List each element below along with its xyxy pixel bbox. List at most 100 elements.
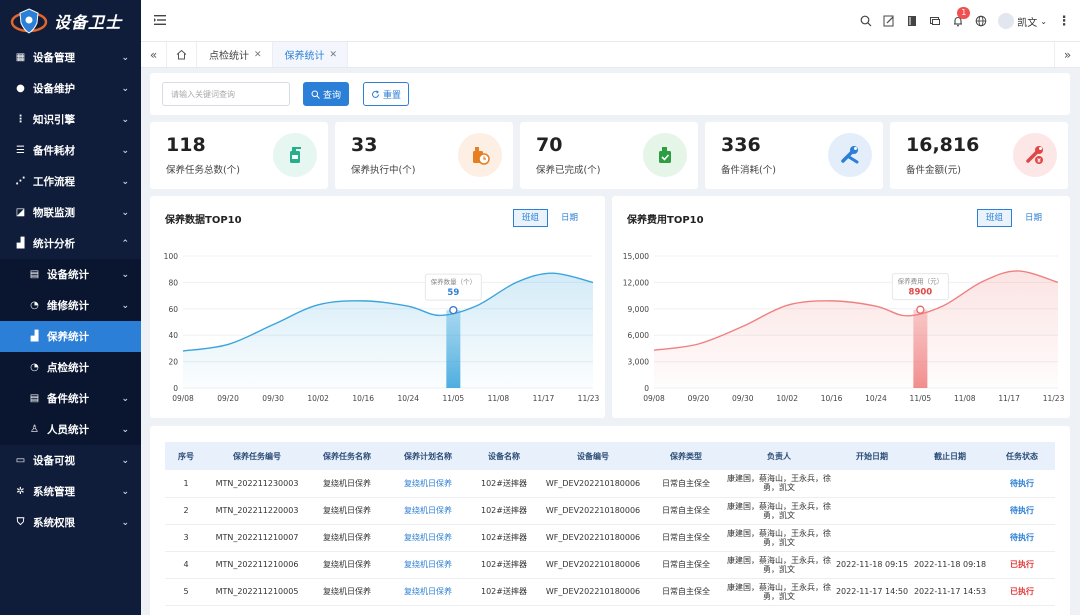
tab-label: 点检统计 bbox=[209, 51, 249, 62]
home-icon[interactable] bbox=[167, 42, 197, 67]
sidebar-item-14[interactable]: ✲ 系统管理 ⌄ bbox=[0, 476, 141, 507]
y-tick-label: 6,000 bbox=[628, 331, 650, 340]
table-row[interactable]: 1 MTN_202211230003 复绕机日保养 复绕机日保养 102#送摔器 WF_D… bbox=[165, 470, 1055, 498]
book-icon[interactable] bbox=[906, 15, 918, 27]
table-header-cell: 设备名称 bbox=[469, 442, 539, 470]
table-cell: WF_DEV202210180006 bbox=[539, 470, 647, 498]
close-icon[interactable]: ✕ bbox=[329, 49, 338, 60]
table-cell[interactable]: 复绕机日保养 bbox=[387, 578, 469, 606]
edit-icon[interactable] bbox=[883, 15, 895, 27]
tooltip-label: 保养数量（个） bbox=[431, 277, 477, 286]
chevron-down-icon: ⌄ bbox=[121, 517, 129, 528]
search-icon[interactable] bbox=[860, 15, 872, 27]
tabs-scroll-right-icon[interactable]: » bbox=[1054, 42, 1080, 67]
sidebar-item-7[interactable]: ▤ 设备统计 ⌄ bbox=[0, 259, 141, 290]
more-vertical-icon[interactable]: ⋮ bbox=[1057, 13, 1071, 29]
chart-panel-maintenance-cost: 保养费用TOP10 班组 日期 0 3,000 6,000 9,000 12,000 15… bbox=[612, 196, 1070, 418]
table-cell: MTN_202211220003 bbox=[207, 497, 307, 525]
reset-label: 重置 bbox=[382, 90, 401, 101]
table-cell: 复绕机日保养 bbox=[307, 497, 387, 525]
stat-label: 保养已完成(个) bbox=[536, 165, 601, 176]
segment-date-button[interactable]: 日期 bbox=[1025, 213, 1043, 223]
user-menu[interactable]: 凯文 ⌄ bbox=[998, 13, 1047, 29]
user-name: 凯文 bbox=[1017, 17, 1038, 29]
grid-icon: ▦ bbox=[15, 52, 26, 63]
sidebar-item-10[interactable]: ◔ 点检统计 bbox=[0, 352, 141, 383]
gear-icon: ✲ bbox=[16, 486, 25, 497]
bell-icon[interactable]: 1 bbox=[952, 7, 971, 27]
sidebar-item-2[interactable]: ⋮ 知识引擎 ⌄ bbox=[0, 104, 141, 135]
tabs-scroll-left-icon[interactable]: « bbox=[141, 42, 167, 67]
tab-maintenance-stats[interactable]: 保养统计 ✕ bbox=[272, 42, 349, 67]
stat-value: 118 bbox=[166, 134, 206, 156]
chevron-down-icon: ⌄ bbox=[121, 424, 129, 435]
message-icon[interactable] bbox=[929, 15, 941, 27]
chevron-down-icon: ⌄ bbox=[121, 145, 129, 156]
tab-inspection-stats[interactable]: 点检统计 ✕ bbox=[197, 42, 273, 67]
x-tick-label: 11/08 bbox=[488, 394, 510, 403]
chevron-down-icon: ⌄ bbox=[121, 83, 129, 94]
stat-card-4: 16,816 备件金额(元) bbox=[890, 122, 1068, 189]
sidebar-item-6[interactable]: ▟ 统计分析 ⌃ bbox=[0, 228, 141, 259]
globe-icon[interactable] bbox=[975, 15, 987, 27]
x-tick-label: 10/16 bbox=[352, 394, 374, 403]
table-cell: 日常自主保全 bbox=[647, 470, 725, 498]
segment-date-button[interactable]: 日期 bbox=[561, 213, 579, 223]
sidebar-item-1[interactable]: ● 设备维护 ⌄ bbox=[0, 73, 141, 104]
sidebar-item-15[interactable]: ⛉ 系统权限 ⌄ bbox=[0, 507, 141, 538]
query-button[interactable]: 查询 bbox=[303, 82, 349, 106]
table-header-row: 序号 保养任务编号 保养任务名称 保养计划名称 设备名称 设备编号 保养类型 负责人 开始日期截… bbox=[165, 442, 1055, 470]
document-icon: ▤ bbox=[29, 269, 40, 280]
table-row[interactable]: 2 MTN_202211220003 复绕机日保养 复绕机日保养 102#送摔器 WF_D… bbox=[165, 497, 1055, 525]
sidebar-item-9[interactable]: ▟ 保养统计 bbox=[0, 321, 141, 352]
table-cell[interactable]: 复绕机日保养 bbox=[387, 470, 469, 498]
table-row[interactable]: 4 MTN_202211210006 复绕机日保养 复绕机日保养 102#送摔器 WF_D… bbox=[165, 551, 1055, 579]
chevron-down-icon: ⌄ bbox=[121, 207, 129, 218]
sidebar-item-5[interactable]: ◪ 物联监测 ⌄ bbox=[0, 197, 141, 228]
table-cell[interactable]: 复绕机日保养 bbox=[387, 551, 469, 579]
sidebar-item-8[interactable]: ◔ 维修统计 ⌄ bbox=[0, 290, 141, 321]
sidebar-item-label: 设备管理 bbox=[33, 52, 75, 64]
menu-toggle-icon[interactable] bbox=[153, 13, 167, 27]
table-cell: 复绕机日保养 bbox=[307, 578, 387, 606]
segment-team-button[interactable]: 班组 bbox=[977, 209, 1013, 227]
pie-icon: ◔ bbox=[30, 362, 39, 373]
table-cell: 102#送摔器 bbox=[469, 551, 539, 579]
table-cell bbox=[911, 470, 989, 498]
sidebar-item-3[interactable]: ☰ 备件耗材 ⌄ bbox=[0, 135, 141, 166]
stat-label: 保养任务总数(个) bbox=[166, 165, 240, 176]
table-row[interactable]: 5 MTN_202211210005 复绕机日保养 复绕机日保养 102#送摔器 WF_D… bbox=[165, 578, 1055, 606]
close-icon[interactable]: ✕ bbox=[254, 49, 262, 60]
stat-card-3: 336 备件消耗(个) bbox=[705, 122, 883, 189]
table-cell: 2 bbox=[165, 497, 207, 525]
x-tick-label: 11/05 bbox=[910, 394, 932, 403]
table-cell: 2022-11-17 14:50 bbox=[833, 578, 911, 606]
sidebar-item-13[interactable]: ▭ 设备可视 ⌄ bbox=[0, 445, 141, 476]
search-panel: 查询 重置 bbox=[150, 73, 1070, 115]
sidebar-item-label: 系统权限 bbox=[33, 517, 75, 529]
sidebar-item-4[interactable]: ⋰ 工作流程 ⌄ bbox=[0, 166, 141, 197]
x-tick-label: 10/24 bbox=[865, 394, 887, 403]
chevron-down-icon: ⌄ bbox=[121, 393, 129, 404]
y-tick-label: 0 bbox=[644, 384, 649, 393]
table-cell: WF_DEV202210180006 bbox=[539, 551, 647, 579]
y-tick-label: 20 bbox=[168, 358, 178, 367]
table-row[interactable]: 3 MTN_202211210007 复绕机日保养 复绕机日保养 102#送摔器 WF_D… bbox=[165, 524, 1055, 552]
series-line bbox=[182, 272, 594, 352]
search-input[interactable] bbox=[162, 82, 290, 106]
sidebar-item-12[interactable]: ♙ 人员统计 ⌄ bbox=[0, 414, 141, 445]
sidebar-item-11[interactable]: ▤ 备件统计 ⌄ bbox=[0, 383, 141, 414]
y-tick-label: 15,000 bbox=[623, 252, 649, 261]
segment-team-button[interactable]: 班组 bbox=[513, 209, 549, 227]
table-cell[interactable]: 复绕机日保养 bbox=[387, 497, 469, 525]
sidebar-item-0[interactable]: ▦ 设备管理 ⌄ bbox=[0, 42, 141, 73]
table-cell: 2022-11-18 09:18 bbox=[911, 551, 989, 579]
table-cell[interactable]: 复绕机日保养 bbox=[387, 524, 469, 552]
highlight-point[interactable] bbox=[449, 305, 458, 315]
y-tick-label: 12,000 bbox=[623, 278, 649, 287]
x-tick-label: 11/17 bbox=[533, 394, 555, 403]
reset-button[interactable]: 重置 bbox=[363, 82, 409, 106]
table-cell: 复绕机日保养 bbox=[307, 470, 387, 498]
highlight-point[interactable] bbox=[916, 305, 925, 314]
x-tick-label: 11/23 bbox=[578, 394, 600, 403]
